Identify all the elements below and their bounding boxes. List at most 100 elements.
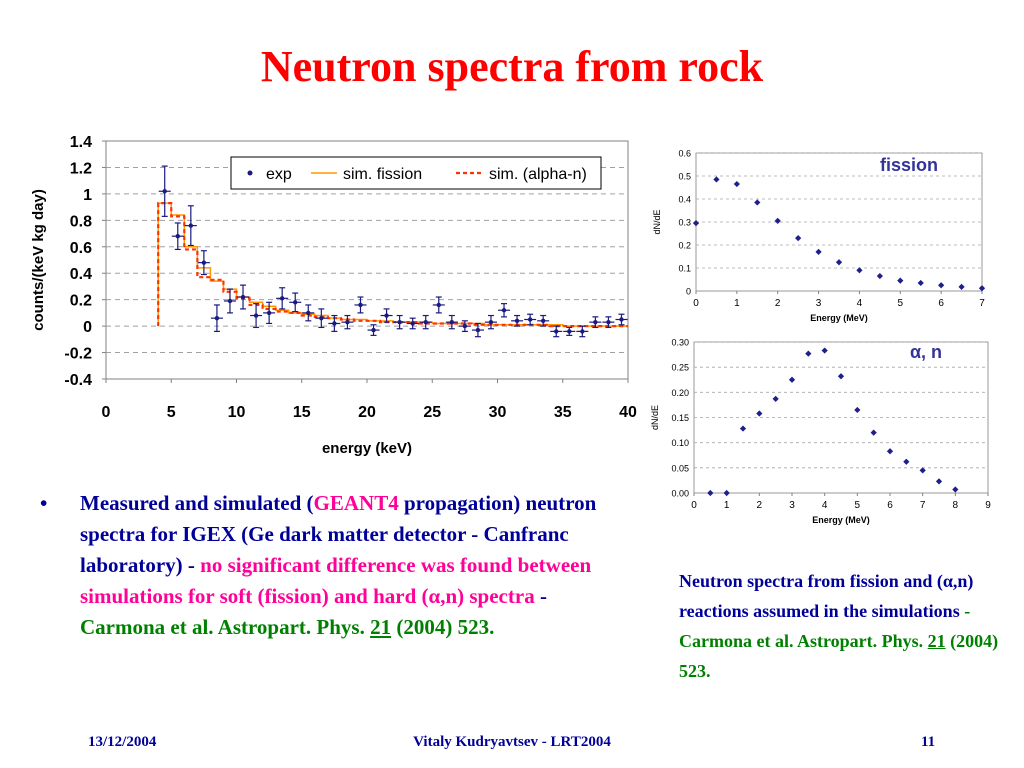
fission-spectrum-chart: 0 0.1 0.2 0.3 0.4 0.5 0.6 0 1 2 3 4 5 6 7 Energy (MeV) d… <box>652 149 985 324</box>
bullet-symbol: • <box>40 491 48 515</box>
x-tick-label: 5 <box>167 404 176 421</box>
inset-plot-area <box>695 152 983 292</box>
x-tick-label: 15 <box>293 404 311 421</box>
exp-point <box>449 319 455 325</box>
exp-point <box>306 310 311 316</box>
exp-point <box>162 189 167 194</box>
x-tick-label: 0 <box>102 404 111 421</box>
sim-alpha-n-line <box>157 202 628 328</box>
inset-data-point <box>795 234 802 242</box>
inset-y-tick-label: 0.3 <box>678 218 691 228</box>
inset-x-tick-label: 6 <box>887 500 893 511</box>
exp-point <box>253 313 259 318</box>
inset-x-axis-label: Energy (MeV) <box>810 313 868 323</box>
exp-point <box>527 317 533 322</box>
inset-x-tick-label: 5 <box>855 500 861 511</box>
x-tick-label: 35 <box>554 404 572 421</box>
caption-citation-rest: (2004) 523. <box>679 631 999 681</box>
inset-y-tick-label: 0.20 <box>671 388 689 398</box>
exp-point <box>358 302 363 308</box>
inset-y-axis-label: dN/dE <box>650 405 660 430</box>
legend-exp-label: exp <box>266 166 292 183</box>
y-tick-label: 1.4 <box>70 134 92 151</box>
exp-point <box>501 308 507 313</box>
exp-point <box>227 298 233 304</box>
footer-date: 13/12/2004 <box>88 734 157 750</box>
inset-x-tick-label: 4 <box>857 298 863 309</box>
inset-x-tick-label: 8 <box>953 500 959 511</box>
bullet-paragraph: Measured and simulated (GEANT4 propagati… <box>80 488 630 643</box>
citation-authors: Carmona et al. Astropart. Phys. <box>80 615 365 639</box>
exp-point <box>279 296 285 301</box>
inset-caption: Neutron spectra from fission and (α,n) r… <box>679 566 999 686</box>
main-spectrum-chart: -0.4 -0.2 0 0.2 0.4 0.6 0.8 1 1.2 1.4 0 5 10 15 20 25 30… <box>30 134 637 457</box>
exp-point <box>423 319 428 325</box>
exp-point <box>514 318 520 324</box>
inset-y-tick-label: 0.25 <box>671 363 689 373</box>
inset-x-tick-label: 9 <box>985 500 991 511</box>
inset-x-tick-label: 2 <box>775 298 781 309</box>
footer-page-number: 11 <box>921 734 936 750</box>
inset-y-tick-label: 0.10 <box>671 438 689 448</box>
inset-x-tick-label: 2 <box>757 500 763 511</box>
inset-y-tick-label: 0.05 <box>671 463 689 473</box>
x-axis-label: energy (keV) <box>322 440 412 457</box>
caption-text: Neutron spectra from fission and (α,n) r… <box>679 571 974 621</box>
exp-point <box>619 317 624 322</box>
exp-point <box>475 327 481 333</box>
bullet-text-block: • Measured and simulated (GEANT4 propaga… <box>40 488 630 643</box>
inset-y-tick-label: 0.00 <box>671 489 689 499</box>
citation-rest: (2004) 523. <box>391 615 495 639</box>
exp-point <box>319 315 324 321</box>
caption-volume: 21 <box>927 631 946 651</box>
exp-point <box>580 329 585 334</box>
inset-y-tick-label: 0.30 <box>671 338 689 348</box>
exp-point <box>214 315 220 321</box>
footer-author: Vitaly Kudryavtsev - LRT2004 <box>413 734 611 750</box>
citation-volume: 21 <box>370 615 392 639</box>
inset-data-point <box>772 395 779 402</box>
exp-point <box>397 319 402 325</box>
alpha-n-spectrum-chart: 0.00 0.05 0.10 0.15 0.20 0.25 0.30 0 1 2 3 4 5 6 7 8 9 En… <box>650 338 991 526</box>
exp-point <box>554 329 559 334</box>
x-tick-label: 25 <box>423 404 441 421</box>
inset-x-tick-label: 0 <box>691 500 697 511</box>
exp-point <box>606 319 611 325</box>
inset-y-axis-label: dN/dE <box>652 209 662 234</box>
exp-point <box>567 329 572 334</box>
x-tick-label: 30 <box>489 404 507 421</box>
inset-y-tick-label: 0.4 <box>678 195 691 205</box>
legend-alpha-n-label: sim. (alpha-n) <box>489 166 587 183</box>
y-tick-label: 1.2 <box>70 160 92 177</box>
inset-y-tick-label: 0.6 <box>678 149 691 159</box>
inset-y-tick-label: 0 <box>686 287 691 297</box>
bullet-part-1: Measured and simulated ( <box>80 491 314 515</box>
inset-y-tick-label: 0.5 <box>678 172 691 182</box>
exp-point <box>332 321 337 326</box>
y-tick-label: 1 <box>83 187 92 204</box>
exp-point <box>462 323 468 329</box>
inset-y-tick-label: 0.1 <box>678 264 691 274</box>
y-tick-label: 0.6 <box>70 240 92 257</box>
inset-x-tick-label: 0 <box>693 298 699 309</box>
y-tick-label: 0.4 <box>70 266 92 283</box>
y-tick-label: 0.2 <box>70 293 92 310</box>
exp-point <box>175 234 180 239</box>
exp-point <box>293 300 298 305</box>
inset-x-tick-label: 7 <box>979 298 985 309</box>
y-tick-label: -0.2 <box>64 346 92 363</box>
exp-point <box>410 321 415 326</box>
inset-y-tick-label: 0.15 <box>671 413 689 423</box>
inset-x-tick-label: 7 <box>920 500 926 511</box>
y-axis-label: counts/(keV kg day) <box>30 189 47 331</box>
inset-x-tick-label: 5 <box>898 298 904 309</box>
bullet-part-3: propagation) neutron spectra for IGEX (G… <box>80 491 597 577</box>
inset-x-tick-label: 1 <box>724 500 730 511</box>
exp-point <box>593 319 598 325</box>
geant4-text: GEANT4 <box>313 491 399 515</box>
exp-point <box>371 327 376 333</box>
inset-x-axis-label: Energy (MeV) <box>812 515 870 525</box>
exp-point <box>384 313 389 318</box>
exp-point <box>488 319 494 325</box>
caption-citation: - Carmona et al. Astropart. Phys. <box>679 601 971 651</box>
